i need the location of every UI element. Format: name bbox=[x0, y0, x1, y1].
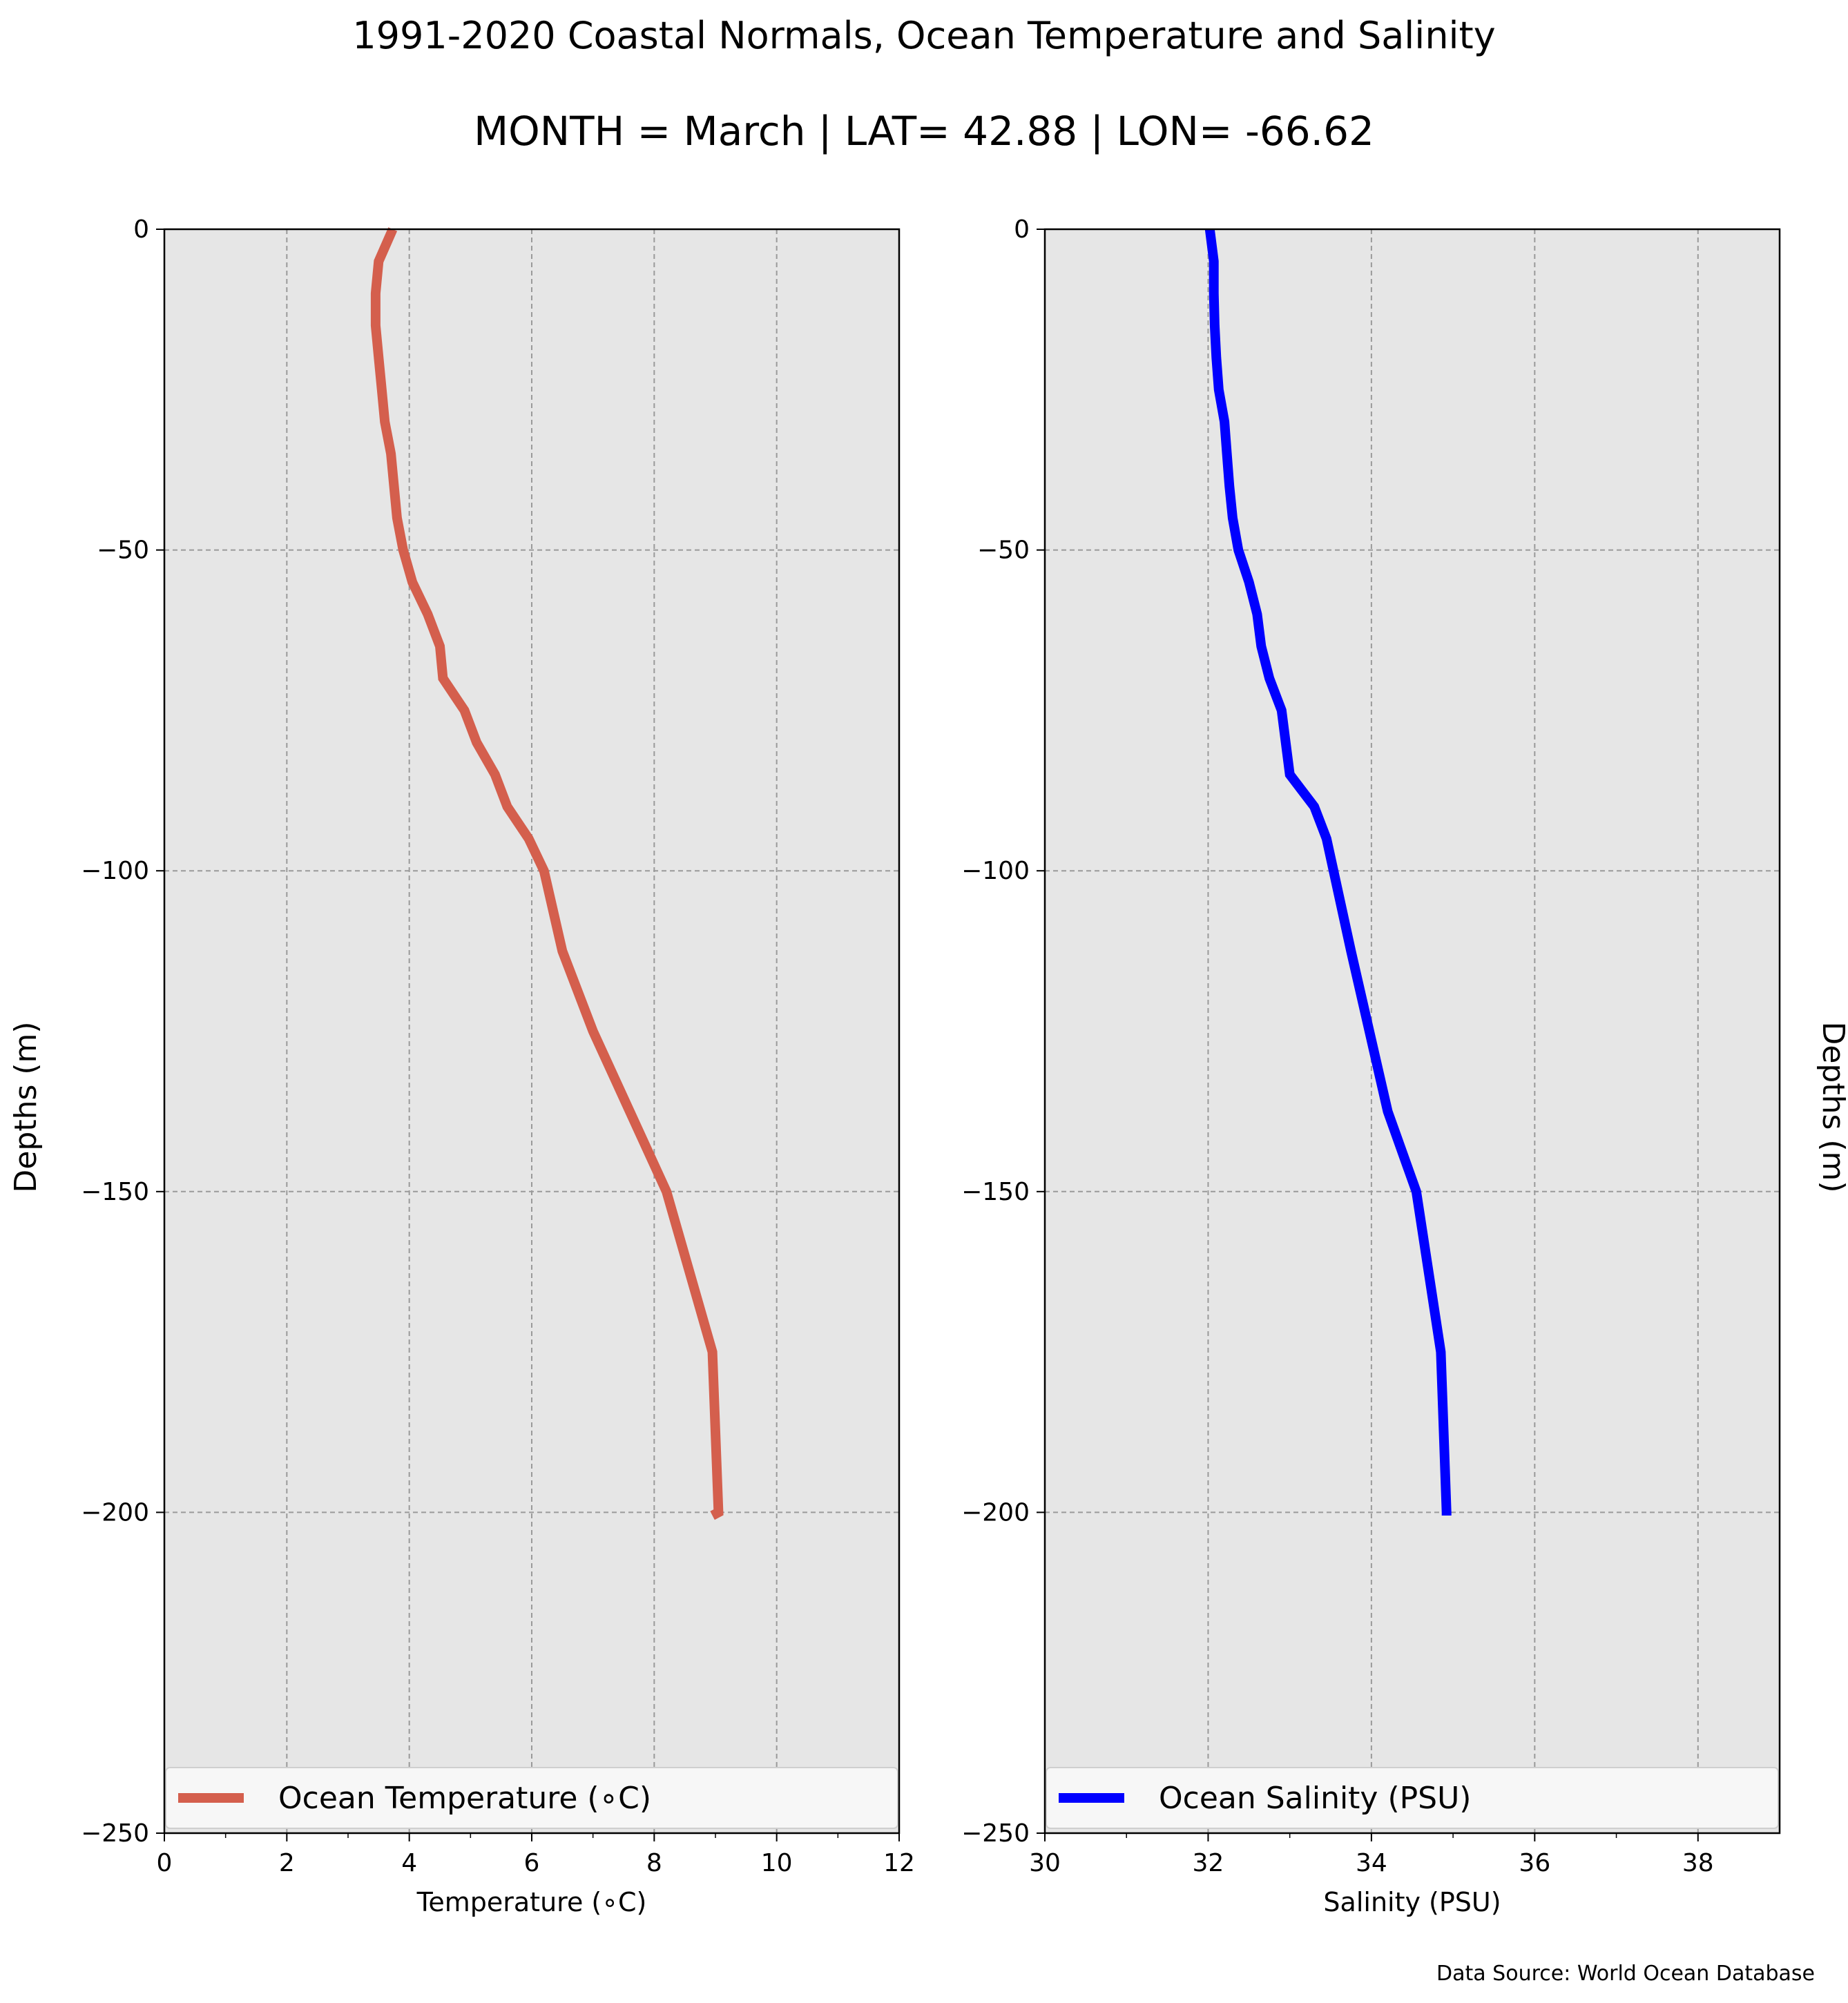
y-tick-label: 0 bbox=[1014, 215, 1030, 244]
y-tick-label: −200 bbox=[961, 1498, 1030, 1527]
y-tick-label: −50 bbox=[97, 536, 149, 565]
series-line bbox=[1204, 229, 1452, 1516]
y-tick-label: −250 bbox=[961, 1819, 1030, 1848]
x-tick-label: 8 bbox=[646, 1849, 662, 1877]
chart-subtitle: MONTH = March | LAT= 42.88 | LON= -66.62 bbox=[474, 108, 1374, 155]
x-tick-label: 36 bbox=[1519, 1849, 1550, 1877]
x-tick-label: 38 bbox=[1682, 1849, 1714, 1877]
x-tick-label: 34 bbox=[1356, 1849, 1387, 1877]
legend-label: Ocean Salinity (PSU) bbox=[1159, 1781, 1471, 1816]
y-tick-label: −100 bbox=[961, 857, 1030, 885]
plot-area bbox=[1045, 229, 1780, 1833]
y-tick-label: −250 bbox=[81, 1819, 149, 1848]
salinity-panel: 30 32 34 36 38 0 −50 −100 −150 −200 −250 Ocean Sali… bbox=[961, 215, 1848, 1917]
y-tick-label: −150 bbox=[81, 1178, 149, 1206]
data-source-note: Data Source: World Ocean Database bbox=[1436, 1962, 1815, 1986]
x-tick-label: 0 bbox=[157, 1849, 173, 1877]
y-tick-label: −150 bbox=[961, 1178, 1030, 1206]
axes-frame bbox=[1043, 228, 1781, 1835]
y-axis-label: Depths (m) bbox=[1816, 1021, 1848, 1192]
y-tick-label: −50 bbox=[977, 536, 1030, 565]
y-axis-label: Depths (m) bbox=[8, 1021, 44, 1192]
x-tick-label: 32 bbox=[1193, 1849, 1224, 1877]
axes-frame bbox=[163, 228, 901, 1835]
x-tick-label: 4 bbox=[401, 1849, 417, 1877]
x-tick-label: 6 bbox=[524, 1849, 540, 1877]
legend-box bbox=[1046, 1767, 1779, 1829]
x-axis-label: Temperature (∘C) bbox=[416, 1887, 647, 1917]
y-tick-label: −100 bbox=[81, 857, 149, 885]
x-axis-label: Salinity (PSU) bbox=[1323, 1887, 1501, 1917]
y-tick-label: 0 bbox=[133, 215, 149, 244]
chart-title: 1991-2020 Coastal Normals, Ocean Tempera… bbox=[352, 14, 1495, 57]
series-line bbox=[370, 227, 724, 1520]
x-tick-label: 10 bbox=[761, 1849, 793, 1877]
legend-box bbox=[165, 1767, 898, 1829]
x-tick-label: 30 bbox=[1029, 1849, 1061, 1877]
x-tick-label: 2 bbox=[279, 1849, 295, 1877]
temperature-panel: 0 2 4 6 8 10 12 0 −50 −100 −150 −200 −250 Ocean Tempe… bbox=[8, 215, 915, 1917]
legend-label: Ocean Temperature (∘C) bbox=[278, 1781, 651, 1816]
x-tick-label: 12 bbox=[883, 1849, 915, 1877]
y-tick-label: −200 bbox=[81, 1498, 149, 1527]
